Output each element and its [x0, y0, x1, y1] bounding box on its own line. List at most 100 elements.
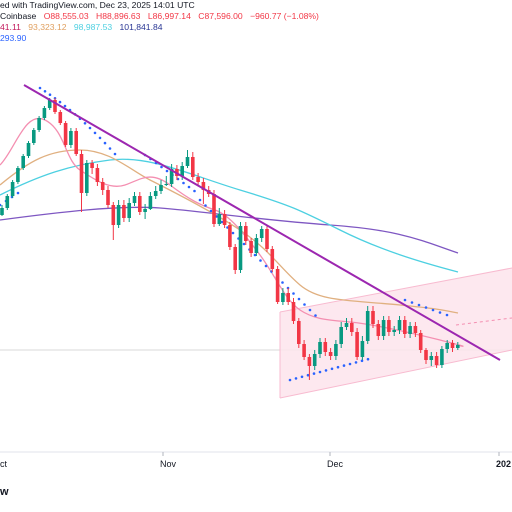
- candle-40[interactable]: [212, 190, 216, 227]
- trendline[interactable]: [23, 84, 501, 361]
- candle-57[interactable]: [302, 340, 306, 360]
- candle-7[interactable]: [37, 116, 41, 132]
- candle-29[interactable]: [153, 186, 158, 199]
- candle-41[interactable]: [217, 208, 222, 226]
- candle-35[interactable]: [185, 150, 190, 168]
- candle-83[interactable]: [440, 346, 444, 368]
- candle-4[interactable]: [21, 154, 25, 170]
- candle-18[interactable]: [95, 164, 100, 186]
- candle-body-21: [111, 205, 116, 225]
- candle-36[interactable]: [191, 152, 195, 180]
- candle-73[interactable]: [387, 316, 391, 336]
- candle-1[interactable]: [5, 194, 10, 210]
- candle-0[interactable]: [0, 205, 4, 216]
- candle-body-2: [10, 182, 15, 196]
- candle-48[interactable]: [254, 234, 259, 256]
- candle-81[interactable]: [429, 352, 434, 366]
- candle-8[interactable]: [42, 106, 47, 120]
- candle-27[interactable]: [143, 204, 147, 219]
- candle-24[interactable]: [127, 198, 131, 222]
- candle-51[interactable]: [270, 246, 275, 272]
- sar-dot-66: [431, 308, 435, 312]
- candle-46[interactable]: [244, 222, 248, 245]
- candle-14[interactable]: [74, 128, 78, 156]
- candle-71[interactable]: [376, 320, 381, 340]
- candle-body-51: [270, 249, 275, 269]
- candle-72[interactable]: [381, 316, 386, 340]
- candle-78[interactable]: [413, 322, 418, 337]
- candle-3[interactable]: [16, 166, 20, 184]
- candle-67[interactable]: [355, 328, 359, 360]
- candles[interactable]: [0, 98, 460, 380]
- candle-86[interactable]: [456, 342, 460, 350]
- candle-49[interactable]: [259, 226, 264, 242]
- candle-65[interactable]: [344, 318, 349, 330]
- candle-body-22: [116, 205, 121, 225]
- candle-62[interactable]: [328, 348, 333, 360]
- candle-6[interactable]: [32, 128, 36, 145]
- candle-66[interactable]: [350, 318, 354, 336]
- candle-69[interactable]: [365, 306, 370, 344]
- candle-53[interactable]: [281, 288, 285, 305]
- candle-47[interactable]: [249, 238, 253, 257]
- candle-28[interactable]: [148, 192, 153, 210]
- ma-value-3: 98,987.53: [73, 22, 113, 32]
- candle-45[interactable]: [238, 222, 243, 273]
- candle-63[interactable]: [334, 340, 338, 360]
- candle-38[interactable]: [201, 178, 206, 204]
- candle-61[interactable]: [323, 338, 328, 356]
- candle-43[interactable]: [228, 222, 232, 250]
- candle-76[interactable]: [403, 316, 407, 338]
- candle-32[interactable]: [169, 164, 174, 187]
- candle-75[interactable]: [397, 316, 402, 334]
- candle-64[interactable]: [339, 322, 343, 348]
- candle-13[interactable]: [69, 128, 73, 148]
- candle-50[interactable]: [265, 226, 269, 252]
- sar-dot-27: [204, 204, 207, 207]
- candle-22[interactable]: [116, 200, 121, 228]
- candle-16[interactable]: [85, 160, 89, 196]
- candle-84[interactable]: [445, 340, 449, 353]
- sar-dot-50: [300, 375, 304, 379]
- candle-77[interactable]: [408, 322, 412, 338]
- candle-44[interactable]: [233, 244, 237, 274]
- candle-5[interactable]: [26, 141, 31, 158]
- candle-25[interactable]: [132, 192, 137, 206]
- candle-56[interactable]: [297, 318, 301, 348]
- candle-body-30: [159, 185, 163, 191]
- candle-80[interactable]: [424, 348, 428, 364]
- candle-30[interactable]: [159, 180, 163, 194]
- sar-dot-30: [220, 220, 224, 224]
- candle-70[interactable]: [371, 306, 375, 328]
- candle-79[interactable]: [418, 330, 423, 353]
- candle-60[interactable]: [318, 338, 322, 358]
- candle-20[interactable]: [106, 186, 110, 208]
- candle-37[interactable]: [196, 173, 200, 186]
- candle-10[interactable]: [53, 98, 57, 114]
- candle-21[interactable]: [111, 202, 116, 240]
- candle-2[interactable]: [10, 180, 15, 198]
- candle-body-15: [79, 154, 84, 193]
- candle-17[interactable]: [90, 160, 94, 174]
- sar-dot-37: [259, 259, 262, 262]
- candle-55[interactable]: [291, 298, 296, 324]
- candle-42[interactable]: [222, 210, 227, 228]
- candle-26[interactable]: [138, 192, 142, 215]
- candle-54[interactable]: [286, 288, 290, 305]
- candle-68[interactable]: [360, 336, 365, 360]
- candle-15[interactable]: [79, 150, 84, 212]
- candle-82[interactable]: [434, 352, 439, 368]
- candle-11[interactable]: [58, 110, 63, 125]
- candle-19[interactable]: [100, 178, 105, 195]
- candle-23[interactable]: [122, 200, 126, 222]
- candle-58[interactable]: [307, 354, 312, 380]
- sar-dot-49: [294, 377, 298, 380]
- candle-31[interactable]: [164, 176, 169, 186]
- candle-74[interactable]: [392, 326, 396, 336]
- candle-body-34: [180, 166, 184, 176]
- candle-59[interactable]: [312, 350, 317, 370]
- candle-12[interactable]: [63, 121, 68, 147]
- candle-52[interactable]: [275, 266, 280, 304]
- candle-85[interactable]: [450, 340, 455, 352]
